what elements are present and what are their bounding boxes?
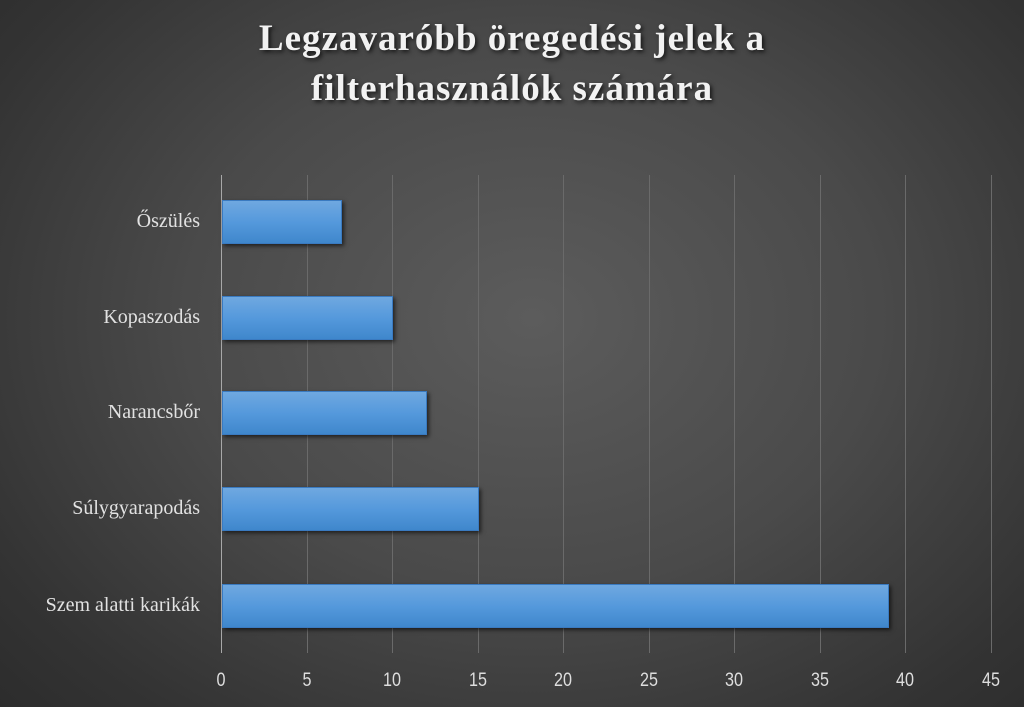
category-label: Kopaszodás [103,306,200,328]
gridline [478,175,479,653]
chart-title-line-1: Legzavaróbb öregedési jelek a [258,18,766,59]
chart-title-line-2: filterhasználók számára [310,68,714,109]
x-tick-label: 25 [640,670,658,691]
x-tick-label: 20 [554,670,572,691]
x-tick-label: 10 [383,670,401,691]
chart-title: Legzavaróbb öregedési jelek a filterhasz… [0,14,1024,114]
bar [222,296,393,340]
x-tick-label: 30 [725,670,743,691]
x-tick-label: 15 [469,670,487,691]
x-tick-label: 35 [811,670,829,691]
category-label: Szem alatti karikák [45,594,200,616]
y-axis-line [221,175,222,653]
gridline [820,175,821,653]
bar [222,391,427,435]
gridline [991,175,992,653]
gridline [734,175,735,653]
bar [222,584,889,628]
category-label: Narancsbőr [107,401,200,423]
gridline [563,175,564,653]
x-tick-label: 40 [896,670,914,691]
bar [222,200,342,244]
category-label: Őszülés [136,210,200,232]
plot-area [221,175,1001,653]
gridline [649,175,650,653]
x-tick-label: 5 [302,670,312,691]
category-label: Súlygyarapodás [72,497,200,519]
x-tick-label: 0 [216,670,226,691]
x-tick-label: 45 [982,670,1000,691]
gridline [905,175,906,653]
bar [222,487,479,531]
